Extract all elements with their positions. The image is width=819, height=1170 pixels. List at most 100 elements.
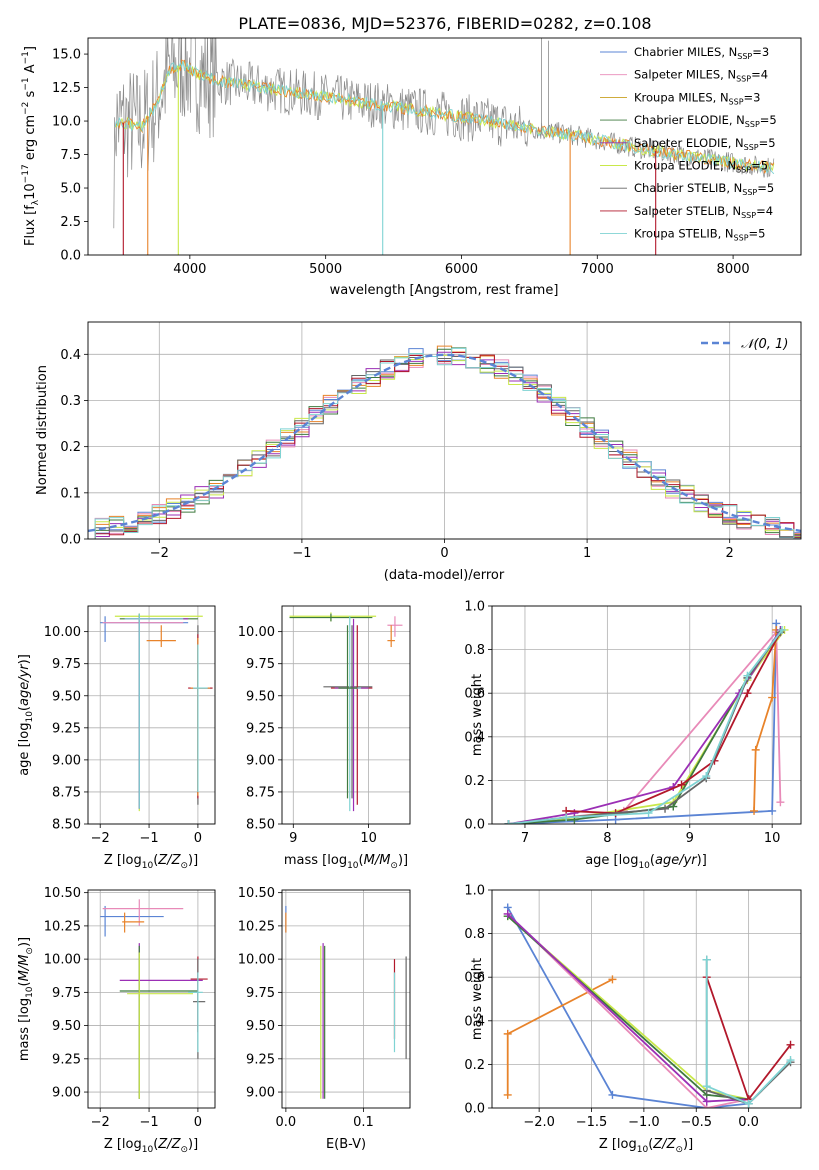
y-tick-label: 9.25 [52,721,81,736]
y-tick-label: 0.0 [464,1102,485,1117]
histogram-step [88,351,801,539]
panel-age-vs-mass: 9 10 8.50 8.75 9.00 9.25 9.50 9.75 10.00 mass [lo… [238,605,411,871]
series-marker [743,671,752,680]
axes-frame [491,605,802,825]
y-axis-label: age [log10(age/yr)] [17,654,35,776]
x-axis-label: Z [log10(Z/Z⊙)] [599,1137,693,1155]
y-tick-label: 10.00 [238,953,275,968]
y-tick-label: 9.00 [246,753,275,768]
y-tick-label: 0.1 [60,486,81,501]
x-tick-label: −2.0 [523,1115,555,1130]
legend-label: Kroupa STELIB, NSSP=5 [634,227,765,243]
gaussian-line [88,353,801,533]
x-axis-label: wavelength [Angstrom, rest frame] [330,283,559,298]
series-line [705,959,792,1105]
axes-frame [87,889,216,1109]
x-tick-label: −1 [292,546,311,561]
figure-title: PLATE=0836, MJD=52376, FIBERID=0282, z=0… [238,14,651,33]
axes-frame [87,321,802,540]
plot-area [88,345,801,539]
y-tick-label: 0.3 [60,394,81,409]
y-tick-label: 8.75 [52,785,81,800]
y-tick-label: 1.0 [464,884,485,899]
y-tick-label: 12.5 [52,81,81,96]
panel-mass-vs-e-b-v-: 0.0 0.1 9.00 9.25 9.50 9.75 10.00 10.25 10.50 E(B… [238,886,411,1152]
x-tick-label: 4000 [173,262,206,277]
x-axis-label: E(B-V) [326,1137,366,1152]
series-line [753,629,778,811]
x-tick-label: 10 [764,831,781,846]
series-marker [702,1082,711,1091]
x-axis-label: Z [log10(Z/Z⊙)] [104,853,198,871]
x-tick-label: 0 [194,1115,202,1130]
legend-tail: =5 [757,181,774,195]
legend-tail: =4 [756,204,773,218]
x-tick-label: 10 [360,831,377,846]
plot-area [289,612,403,812]
x-tick-label: 9 [289,831,297,846]
y-tick-label: 9.50 [246,689,275,704]
legend-sub: SSP [736,75,751,84]
series-marker [744,1099,753,1108]
series-marker [669,802,678,811]
series-marker [786,1056,795,1065]
y-tick-label: 9.25 [52,1052,81,1067]
legend-sub: SSP [742,188,757,197]
series-marker [562,813,571,822]
series-marker [503,1090,512,1099]
legend-tail: =3 [744,90,761,104]
y-tick-label: 0.4 [464,1014,485,1029]
y-tick-label: 9.75 [246,657,275,672]
series-marker [702,955,711,964]
legend-tail: =5 [751,159,768,173]
y-tick-label: 5.0 [60,182,81,197]
y-tick-label: 10.00 [238,625,275,640]
y-tick-label: 9.75 [52,986,81,1001]
legend-tail: =5 [759,136,776,150]
y-tick-label: 9.25 [246,721,275,736]
x-tick-label: −1 [139,1115,158,1130]
histogram-step [88,354,801,539]
y-tick-label: 0.6 [464,687,485,702]
y-tick-label: 0.2 [464,774,485,789]
series-marker [661,804,670,813]
axes-frame [87,37,802,256]
plot-area [503,903,795,1108]
series-marker [776,798,785,807]
y-tick-label: 9.00 [246,1086,275,1101]
y-tick-label: 0.2 [60,440,81,455]
x-axis-label: age [log10(age/yr)] [585,853,707,871]
x-tick-label: −1.0 [628,1115,660,1130]
x-tick-label: 2 [726,546,734,561]
legend-label: Chabrier ELODIE, NSSP=5 [634,113,777,129]
series-marker [768,693,777,702]
x-tick-label: 8000 [717,262,750,277]
series-line [508,629,782,824]
legend-tail: =3 [752,45,769,59]
panel-mass-weight-vs-age: 7 8 9 10 0.0 0.2 0.4 0.6 0.8 1.0 age [log10(age/yr… [464,600,802,871]
series-marker [504,820,513,824]
y-axis-label: mass weight [470,674,485,756]
x-tick-label: −1 [139,831,158,846]
panel-spectrum: 4000 5000 6000 7000 8000 0.0 2.5 5.0 7.5 10.0 12.5… [21,37,802,298]
plot-area [100,899,208,1099]
y-tick-label: 9.75 [52,657,81,672]
y-tick-label: 0.6 [464,971,485,986]
series-marker [503,909,512,918]
y-tick-label: 9.50 [246,1019,275,1034]
y-tick-label: 0.0 [60,249,81,264]
series-marker [608,975,617,984]
series-line [506,907,749,1108]
legend-label: Salpeter STELIB, NSSP=4 [634,204,773,220]
series-marker [750,806,759,815]
series-line [507,915,749,1101]
x-tick-label: 7 [521,831,529,846]
x-tick-label: 0 [440,546,448,561]
y-tick-label: 10.50 [238,886,275,901]
series-marker [751,745,760,754]
series-marker [743,689,752,698]
x-tick-label: 6000 [445,262,478,277]
x-tick-label: −2 [150,546,169,561]
plot-area [113,38,775,255]
